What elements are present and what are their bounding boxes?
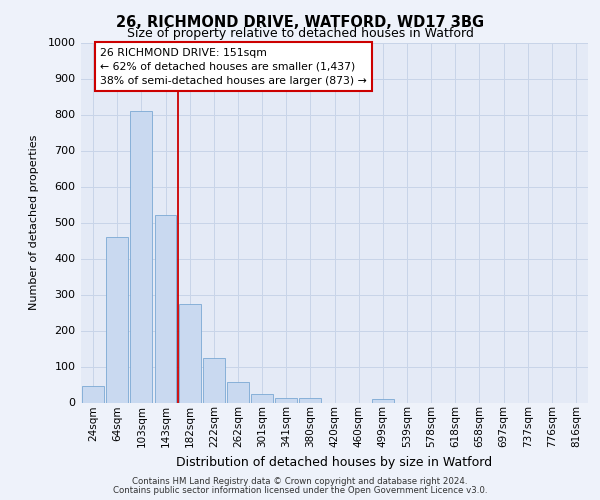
Text: 26, RICHMOND DRIVE, WATFORD, WD17 3BG: 26, RICHMOND DRIVE, WATFORD, WD17 3BG	[116, 15, 484, 30]
Bar	[299, 398, 321, 402]
Bar	[372, 399, 394, 402]
Bar	[275, 398, 297, 402]
Text: Contains public sector information licensed under the Open Government Licence v3: Contains public sector information licen…	[113, 486, 487, 495]
Bar	[203, 358, 224, 403]
Bar	[130, 111, 152, 403]
X-axis label: Distribution of detached houses by size in Watford: Distribution of detached houses by size …	[176, 456, 493, 468]
Text: Size of property relative to detached houses in Watford: Size of property relative to detached ho…	[127, 28, 473, 40]
Bar	[227, 382, 249, 402]
Bar	[82, 386, 104, 402]
Y-axis label: Number of detached properties: Number of detached properties	[29, 135, 39, 310]
Bar	[106, 237, 128, 402]
Bar	[155, 216, 176, 402]
Bar	[179, 304, 200, 402]
Text: 26 RICHMOND DRIVE: 151sqm
← 62% of detached houses are smaller (1,437)
38% of se: 26 RICHMOND DRIVE: 151sqm ← 62% of detac…	[100, 48, 367, 86]
Text: Contains HM Land Registry data © Crown copyright and database right 2024.: Contains HM Land Registry data © Crown c…	[132, 477, 468, 486]
Bar	[251, 394, 273, 402]
